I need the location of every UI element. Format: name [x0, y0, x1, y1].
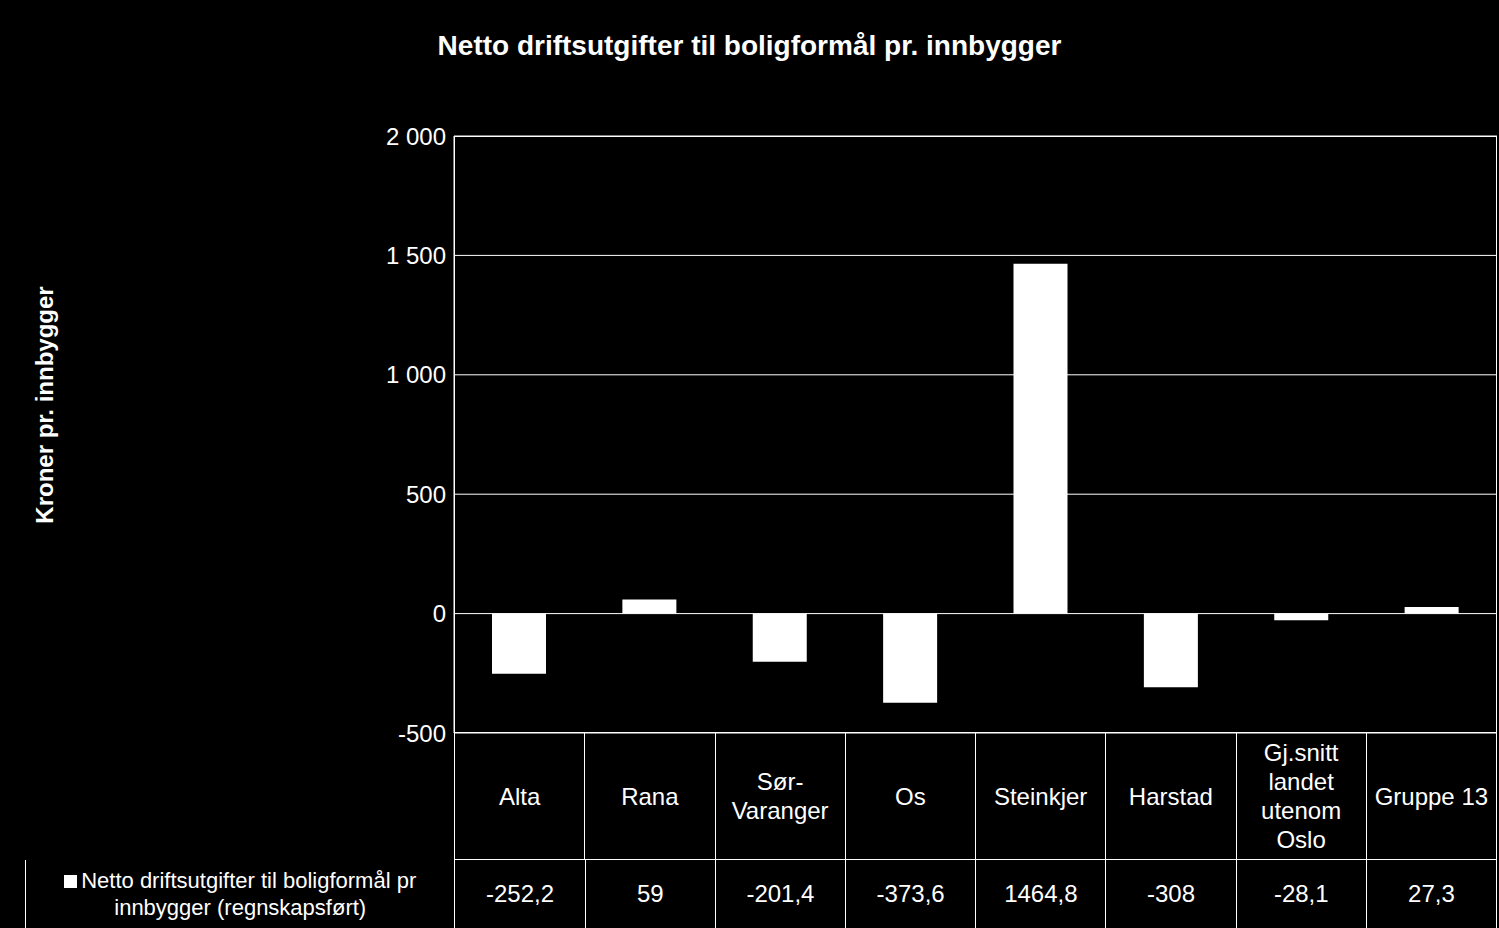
html-text:Os: Os — [895, 782, 926, 810]
html-text:Netto driftsutgifter til bolig: Netto driftsutgifter til boligformål pr … — [81, 868, 417, 920]
html-text:-28,1: -28,1 — [1273, 880, 1329, 907]
html-text:-308: -308 — [1147, 880, 1196, 907]
html-text:Gruppe 13: Gruppe 13 — [1374, 782, 1489, 810]
html-text:Netto driftsutgifter til bolig: Netto driftsutgifter til boligformål pr.… — [437, 30, 1062, 61]
svg-text:500: 500 — [406, 481, 446, 508]
html-text:-201,4: -201,4 — [746, 880, 815, 907]
html-text:Rana: Rana — [621, 782, 679, 810]
html-text:27,3: 27,3 — [1408, 880, 1455, 907]
html-text:1464,8: 1464,8 — [1004, 880, 1078, 907]
html-text:Sør-Varanger: Sør-Varanger — [731, 768, 829, 824]
svg-text:2 000: 2 000 — [386, 123, 446, 150]
html-text:59: 59 — [636, 880, 664, 907]
html-text:Kroner pr. innbygger: Kroner pr. innbygger — [31, 285, 58, 524]
svg-text:1 500: 1 500 — [386, 242, 446, 269]
html-text:-373,6: -373,6 — [876, 880, 945, 907]
html-text:Gj.snitt landet utenom Oslo: Gj.snitt landet utenom Oslo — [1261, 739, 1342, 853]
svg-text:-500: -500 — [398, 720, 446, 747]
html-text:Steinkjer: Steinkjer — [993, 782, 1088, 810]
svg-text:1 000: 1 000 — [386, 361, 446, 388]
svg-text:0: 0 — [433, 600, 446, 627]
html-text:Harstad: Harstad — [1128, 782, 1213, 810]
html-text:-252,2: -252,2 — [486, 880, 554, 907]
html-text:Alta: Alta — [498, 782, 541, 810]
